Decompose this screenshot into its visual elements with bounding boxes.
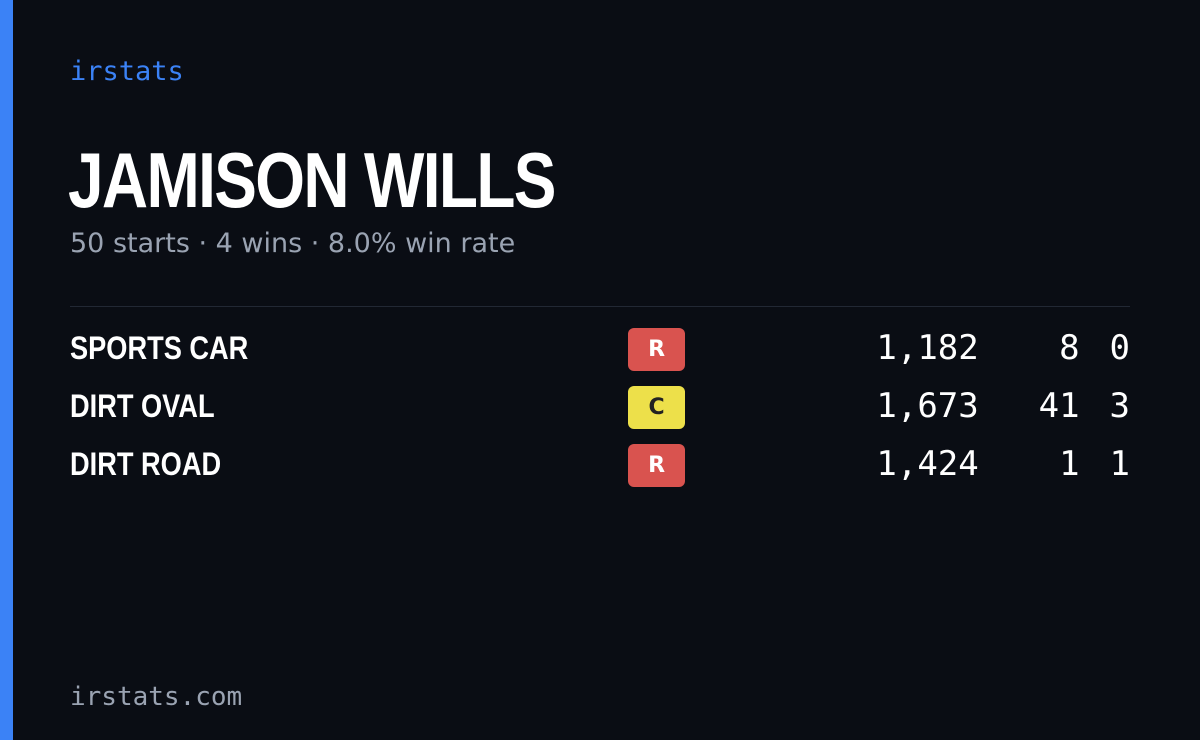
driver-name: JAMISON WILLS bbox=[68, 136, 556, 224]
column-header bbox=[978, 296, 1080, 307]
table-row: SPORTS CAR R 1,182 8 0 bbox=[70, 307, 1130, 378]
stat-cell: 8 bbox=[1059, 328, 1080, 368]
column-header bbox=[1079, 296, 1130, 307]
stat-cell: 3 bbox=[1109, 386, 1130, 426]
discipline-text: DIRT OVAL bbox=[70, 387, 215, 424]
stats-table: SPORTS CAR R 1,182 8 0 DIRT OVAL C 1,673 41 3 DIRT… bbox=[70, 296, 1130, 493]
table-row: DIRT OVAL C 1,673 41 3 bbox=[70, 377, 1130, 435]
table-row: DIRT ROAD R 1,424 1 1 bbox=[70, 435, 1130, 493]
stat-cell: 1,424 bbox=[876, 444, 979, 484]
summary: 50 starts · 4 wins · 8.0% win rate bbox=[70, 228, 516, 259]
brand: irstats bbox=[70, 56, 184, 87]
class-cell: R bbox=[586, 435, 726, 493]
stat-cell: 1,182 bbox=[876, 328, 979, 368]
column-header bbox=[726, 296, 979, 307]
class-cell: C bbox=[586, 377, 726, 435]
class-badge: C bbox=[628, 386, 686, 429]
column-header bbox=[70, 296, 587, 307]
stat-cell: 1 bbox=[1059, 444, 1080, 484]
discipline-text: DIRT ROAD bbox=[70, 445, 222, 482]
discipline: SPORTS CAR bbox=[70, 307, 586, 378]
discipline-text: SPORTS CAR bbox=[70, 329, 249, 366]
column-header bbox=[586, 296, 727, 307]
stat-cell: 41 bbox=[1038, 386, 1080, 426]
accent-bar bbox=[0, 0, 13, 740]
discipline: DIRT ROAD bbox=[70, 435, 586, 493]
class-cell: R bbox=[586, 307, 726, 378]
stat-cell: 0 bbox=[1109, 328, 1130, 368]
discipline: DIRT OVAL bbox=[70, 377, 586, 435]
class-badge: R bbox=[628, 444, 686, 487]
class-badge: R bbox=[628, 328, 686, 371]
footer: irstats.com bbox=[70, 682, 243, 712]
stat-cell: 1,673 bbox=[876, 386, 979, 426]
stat-cell: 1 bbox=[1109, 444, 1130, 484]
